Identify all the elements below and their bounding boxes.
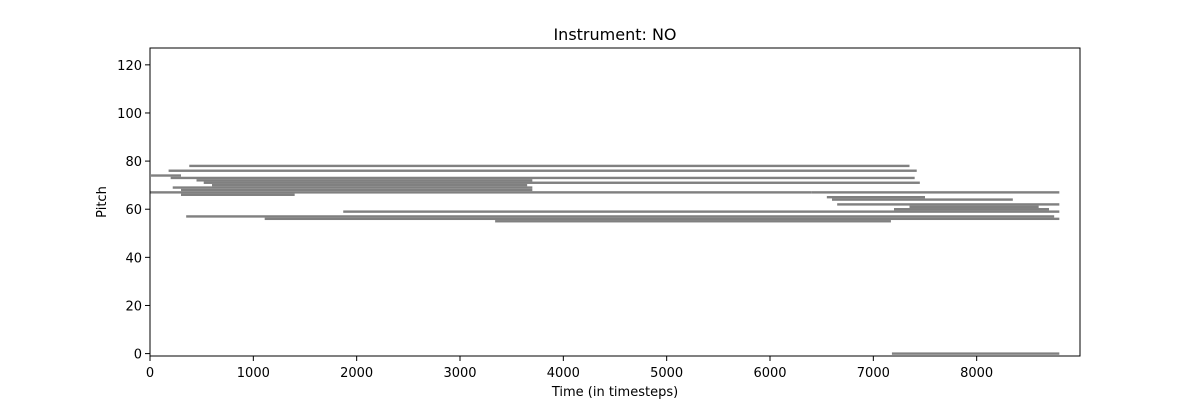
note-bar [189, 164, 910, 168]
plot-frame [149, 47, 1081, 357]
y-tick-label: 60 [125, 203, 142, 218]
note-bar [196, 179, 533, 182]
y-tick-label: 80 [125, 155, 142, 170]
x-tick-label: 1000 [237, 366, 270, 381]
note-bar [203, 181, 920, 184]
x-tick-label: 5000 [650, 366, 683, 381]
x-axis-label: Time (in timesteps) [551, 385, 678, 400]
x-tick-label: 3000 [443, 366, 476, 381]
note-bar [826, 195, 925, 199]
note-bar [181, 188, 533, 192]
note-bar [837, 203, 1060, 206]
note-bar [832, 198, 1013, 201]
note-bar [264, 217, 1060, 221]
note-bar [168, 169, 917, 172]
note-bar [811, 191, 1060, 194]
note-bar [150, 191, 812, 194]
x-tick-label: 0 [146, 366, 154, 381]
note-bar [495, 220, 891, 223]
notes-layer [150, 164, 1060, 355]
x-tick-label: 2000 [340, 366, 373, 381]
x-tick-label: 7000 [857, 366, 890, 381]
note-bar [181, 193, 295, 196]
y-tick-label: 0 [134, 348, 142, 363]
chart-title: Instrument: NO [553, 25, 676, 44]
x-tick-label: 4000 [547, 366, 580, 381]
y-tick-label: 20 [125, 299, 142, 314]
note-bar [891, 352, 1060, 355]
y-tick-label: 120 [117, 59, 142, 74]
note-bar [343, 210, 1060, 213]
note-bar [151, 174, 181, 177]
note-bar [172, 186, 533, 189]
note-bar [894, 208, 1049, 211]
x-tick-label: 6000 [753, 366, 786, 381]
x-tick-label: 8000 [960, 366, 993, 381]
note-bar [212, 183, 528, 187]
y-axis-ticks: 0 20 40 60 80 100 120 [117, 59, 150, 363]
note-bar [170, 176, 915, 180]
x-axis-ticks: 0 1000 2000 3000 4000 5000 6000 7000 8000 [146, 356, 993, 381]
y-axis-label: Pitch [95, 186, 110, 218]
note-bar [909, 205, 1039, 209]
y-tick-label: 40 [125, 251, 142, 266]
y-tick-label: 100 [117, 107, 142, 122]
note-bar [186, 215, 1055, 218]
